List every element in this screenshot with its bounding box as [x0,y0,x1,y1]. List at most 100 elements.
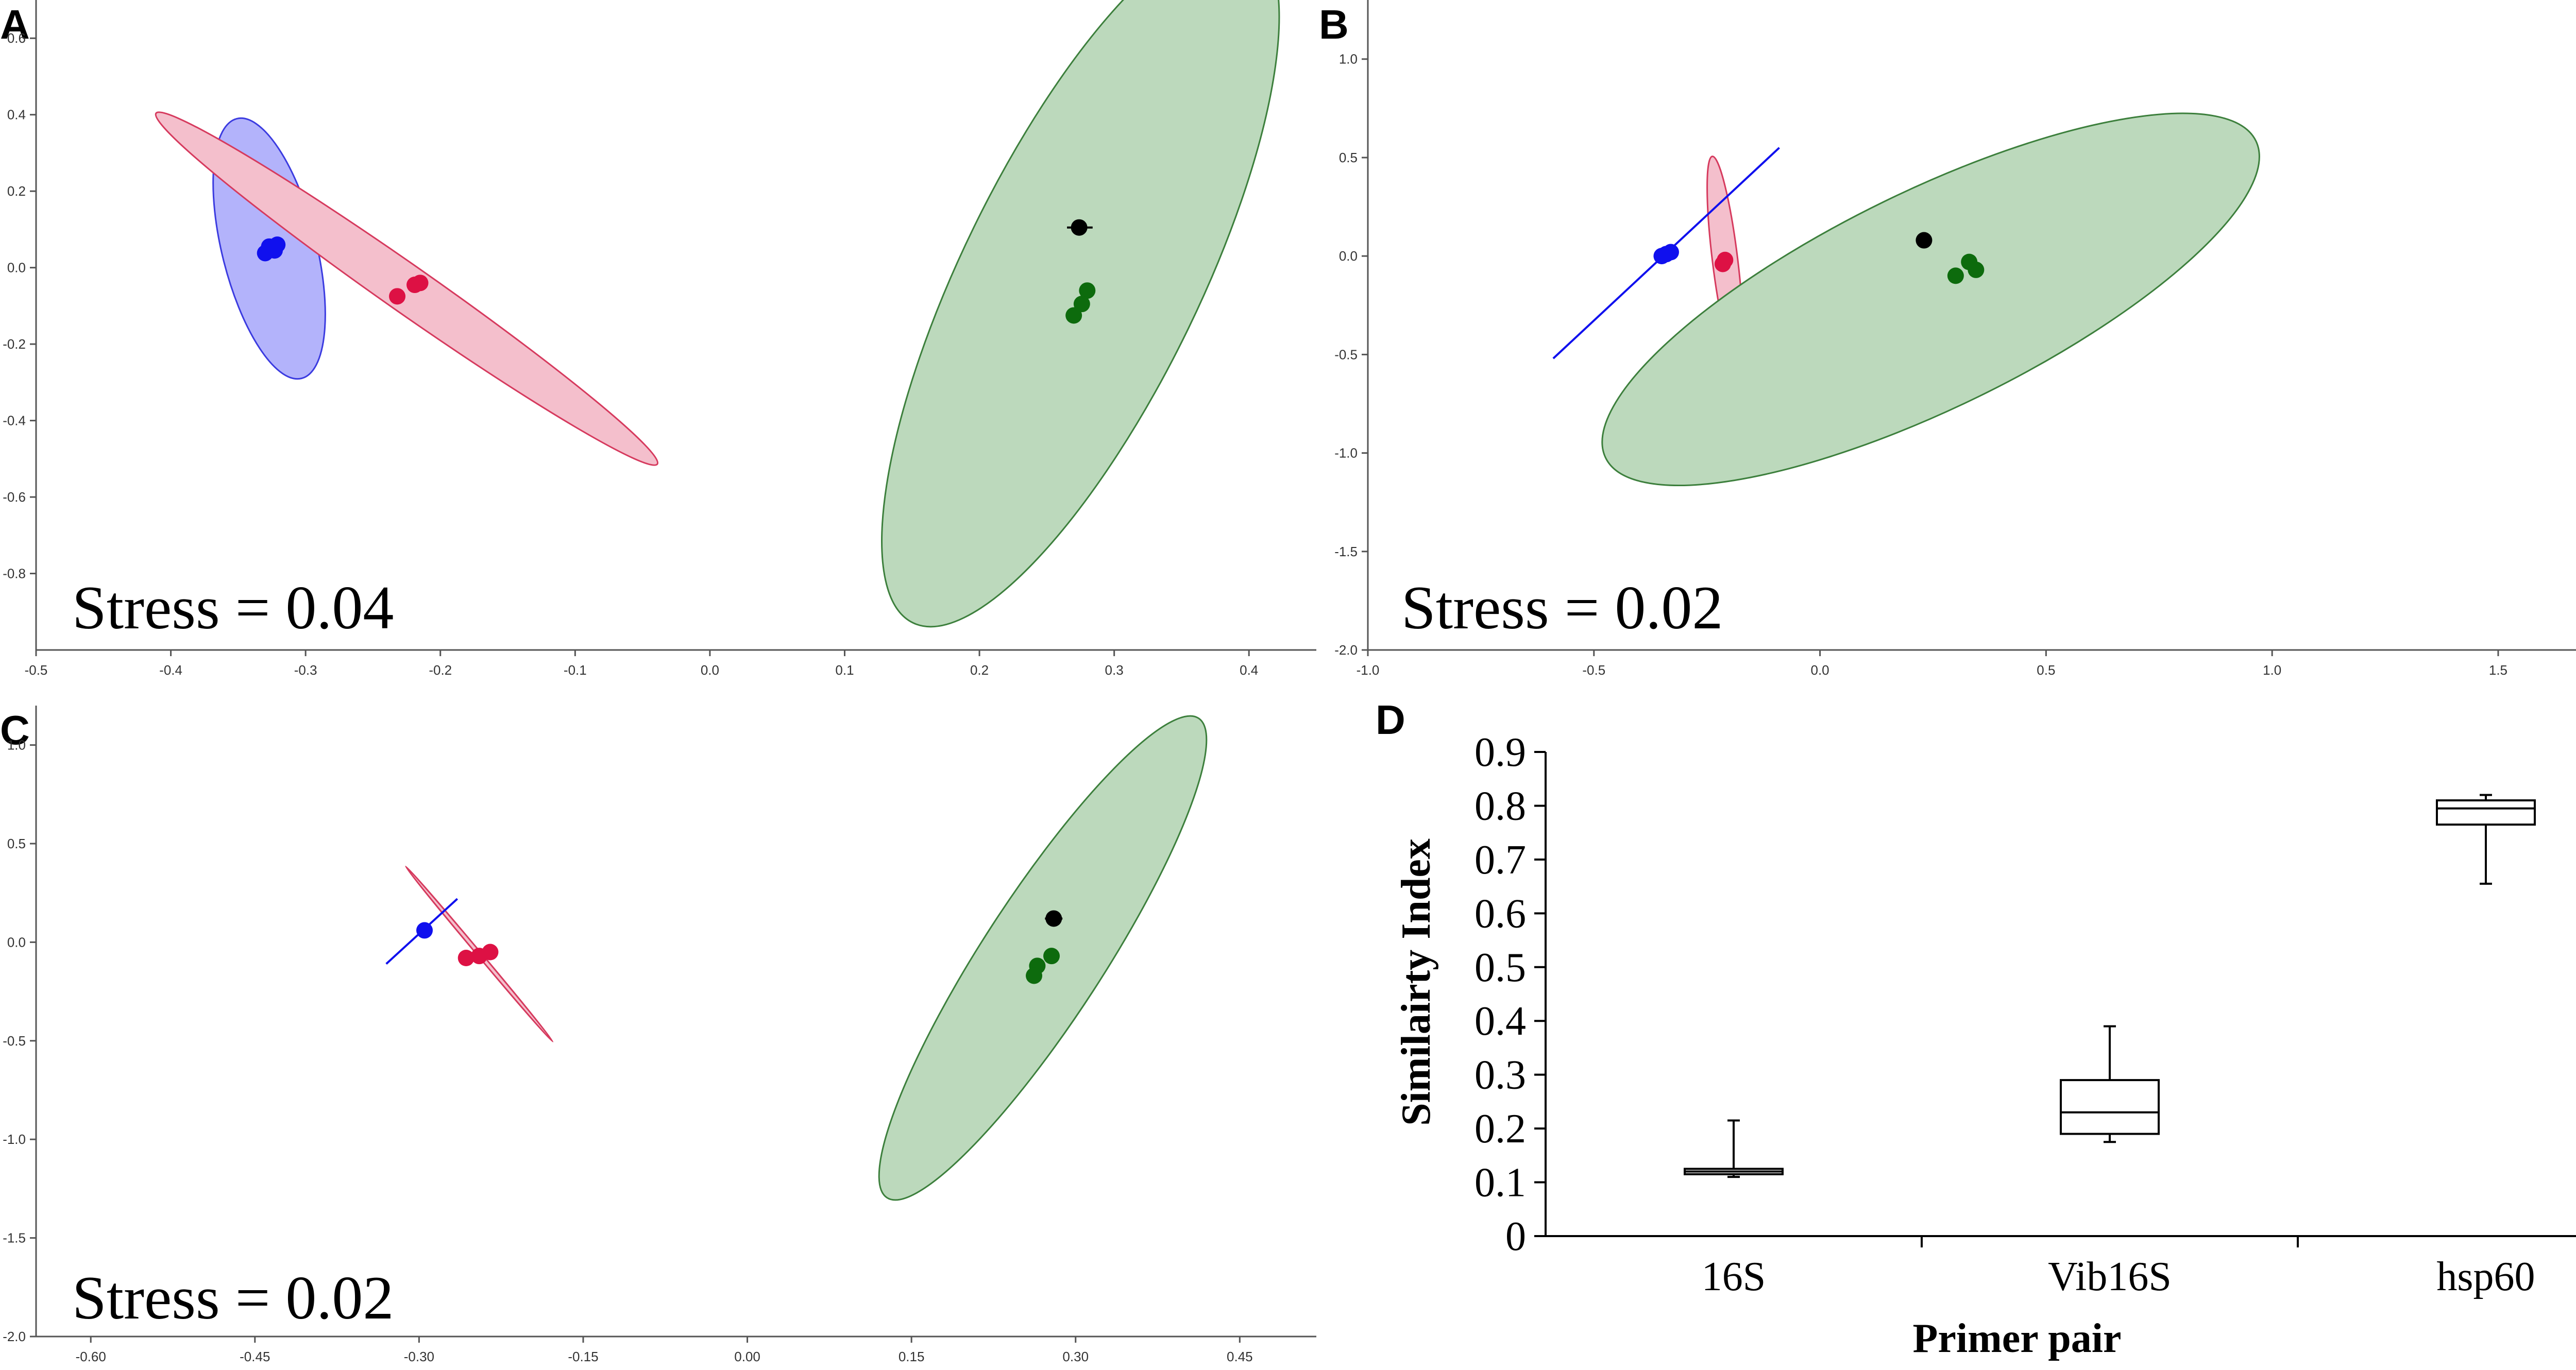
y-tick-label: 1.0 [1339,52,1358,67]
x-tick-label: 16S [1702,1254,1766,1299]
panel-a: A -0.5 -0.4 -0.3 -0.2 -0.1 0.0 0.1 0.2 0.3 0.4-0.… [0,0,1316,678]
x-tick-label: 1.0 [2263,662,2281,678]
nmds-plot-b: -1.0 -0.5 0.0 0.5 1.0 1.5 -2.0 -1.5 -1.0 -0.5 0.0 0… [1334,0,2576,678]
black-point [1916,232,1933,249]
x-tick-label: 0.15 [899,1349,925,1364]
blue-point [269,236,286,253]
stress-label-c: Stress = 0.02 [72,1263,394,1332]
green-point [1947,267,1964,284]
y-tick-label: 0.5 [7,836,26,851]
nmds-plot-a: -0.5 -0.4 -0.3 -0.2 -0.1 0.0 0.1 0.2 0.3 0.4 -0.8 -… [3,0,1316,678]
x-tick-label: 0.00 [734,1349,760,1364]
x-tick-label: -1.0 [1357,662,1380,678]
x-tick-label: hsp60 [2436,1254,2535,1299]
stress-label-a: Stress = 0.04 [72,573,394,642]
y-tick-label: 0.4 [7,107,26,123]
red-point [1714,255,1731,272]
x-tick-label: 0.2 [970,662,989,678]
panel-letter-d: D [1376,697,1405,743]
y-tick-label: -1.5 [3,1230,26,1246]
x-tick-label: -0.30 [404,1349,434,1364]
box-16S [1684,1119,1784,1178]
panel-d: D 0 0.1 0.2 0.3 0.4 0.5 0.6 0.7 0.8 0.9 16S Vib16S h… [1376,697,2576,1361]
panel-c: C -0.60 -0.45 -0.30 -0.15 0.00 0.15 0.30 0.45 -2… [0,706,1316,1364]
blue-point [1662,244,1679,261]
x-tick-label: 1.5 [2489,662,2507,678]
nmds-plot-c: -0.60 -0.45 -0.30 -0.15 0.00 0.15 0.30 0.45 -2.0… [3,706,1316,1364]
y-tick-label: 0.0 [1339,248,1358,264]
x-tick-label: -0.60 [76,1349,106,1364]
green-point [1043,948,1060,965]
green-point [1026,967,1043,984]
y-tick-label: -2.0 [1334,642,1358,658]
x-tick-label: -0.4 [159,662,182,678]
x-tick-label: -0.5 [1582,662,1605,678]
x-tick-label: -0.5 [25,662,48,678]
x-tick-label: 0.4 [1240,662,1258,678]
y-tick-label: -1.0 [3,1132,26,1147]
iqr-box [2060,1079,2160,1135]
x-tick-label: 0.45 [1227,1349,1253,1364]
red-point [482,944,499,961]
red-point [389,288,406,305]
y-tick-label: -0.5 [1334,347,1358,362]
y-tick-label: 0.0 [7,260,26,276]
x-tick-label: -0.1 [564,662,587,678]
y-tick-label: 0.5 [1475,945,1526,990]
y-tick-label: 0.1 [1475,1160,1526,1206]
y-tick-label: -0.2 [3,336,26,352]
blue-point [416,922,433,939]
x-tick-label: 0.0 [1811,662,1829,678]
panel-b: B -1.0 -0.5 0.0 0.5 1.0 1.5 -2.0 -1.5 -1.0 -0.5 0.… [1319,0,2576,678]
green-point [1073,296,1090,313]
x-tick-label: 0.30 [1062,1349,1089,1364]
panel-letter-c: C [0,707,30,753]
blue-point [257,245,274,262]
y-tick-label: 0.6 [1475,891,1526,936]
x-axis-title-d: Primer pair [1912,1316,2121,1361]
x-tick-label: 0.1 [835,662,854,678]
y-tick-label: 1.0 [7,738,26,753]
green-confidence-ellipse [1601,112,2260,486]
y-tick-label: -0.8 [3,566,26,581]
x-tick-label: 0.3 [1105,662,1124,678]
y-tick-label: 0.2 [7,183,26,199]
y-tick-label: 0.3 [1475,1053,1526,1098]
box-hsp60 [2436,794,2536,885]
x-tick-label: -0.15 [568,1349,598,1364]
y-tick-label: 0.9 [1475,730,1526,775]
y-tick-label: 0.8 [1475,783,1526,829]
y-tick-label: -0.4 [3,413,26,429]
y-axis-title-d: Similairty Index [1394,838,1439,1126]
y-tick-label: 0.4 [1475,999,1526,1044]
panel-letter-b: B [1319,2,1349,47]
x-tick-label: 0.0 [701,662,719,678]
green-confidence-ellipse [878,715,1208,1201]
green-point [1968,261,1985,278]
y-tick-label: -1.5 [1334,544,1358,559]
x-tick-label: Vib16S [2048,1254,2172,1299]
y-tick-label: -1.0 [1334,446,1358,461]
y-tick-label: 0.6 [7,30,26,46]
green-confidence-ellipse [881,0,1280,628]
y-tick-label: -0.5 [3,1033,26,1049]
green-point [1065,307,1082,324]
y-tick-label: 0.2 [1475,1106,1526,1152]
x-tick-label: 0.5 [2037,662,2055,678]
black-point [1045,910,1062,927]
y-tick-label: 0 [1505,1214,1526,1259]
red-point [412,275,429,292]
black-point [1071,219,1088,236]
red-point [457,950,474,966]
panel-letter-a: A [0,2,30,47]
box-Vib16S [2060,1025,2160,1143]
y-tick-label: 0.5 [1339,150,1358,165]
iqr-box [2436,799,2536,826]
x-tick-label: -0.3 [294,662,317,678]
y-tick-label: 0.7 [1475,837,1526,883]
red-confidence-ellipse [155,111,659,466]
x-tick-label: -0.2 [429,662,452,678]
x-tick-label: -0.45 [240,1349,270,1364]
stress-label-b: Stress = 0.02 [1401,573,1723,642]
